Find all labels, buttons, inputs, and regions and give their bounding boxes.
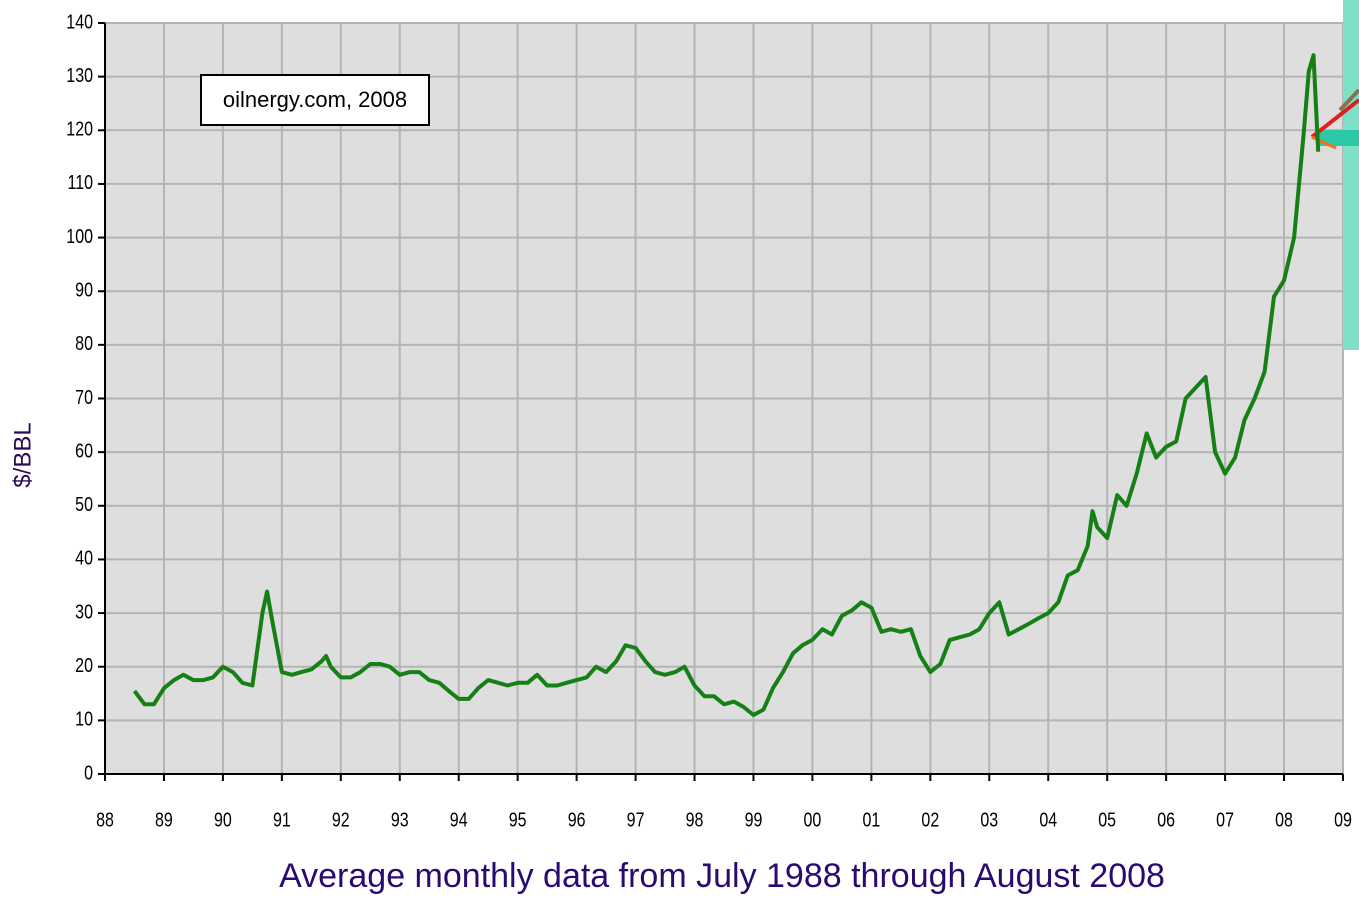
y-tick-label: 60	[75, 440, 93, 462]
y-tick-label: 40	[75, 547, 93, 569]
y-tick-label: 100	[66, 225, 93, 247]
x-tick-label: 98	[686, 809, 704, 831]
x-tick-label: 94	[450, 809, 468, 831]
y-tick-label: 20	[75, 654, 93, 676]
teal-arrow	[1318, 130, 1359, 146]
x-tick-label: 05	[1098, 809, 1116, 831]
x-tick-label: 91	[273, 809, 291, 831]
x-tick-label: 08	[1275, 809, 1293, 831]
x-tick-label: 92	[332, 809, 350, 831]
brown-line	[1338, 88, 1359, 112]
y-tick-label: 130	[66, 64, 93, 86]
x-tick-label: 90	[214, 809, 232, 831]
y-tick-label: 50	[75, 493, 93, 515]
x-tick-label: 01	[862, 809, 880, 831]
grid	[104, 22, 1344, 775]
x-tick-label: 04	[1039, 809, 1057, 831]
red-line	[1310, 98, 1359, 139]
y-tick-label: 10	[75, 708, 93, 730]
x-tick-label: 99	[745, 809, 763, 831]
x-tick-label: 03	[980, 809, 998, 831]
price-line	[132, 53, 1321, 717]
y-axis-label: $/BBL	[9, 422, 36, 487]
x-tick-label: 96	[568, 809, 586, 831]
x-tick-label: 95	[509, 809, 527, 831]
annotation: oilnergy.com, 2008	[223, 87, 407, 112]
x-tick-label: 02	[921, 809, 939, 831]
y-tick-label: 70	[75, 386, 93, 408]
x-tick-label: 07	[1216, 809, 1234, 831]
y-tick-label: 140	[66, 11, 93, 33]
annotation-box	[200, 74, 430, 126]
y-tick-label: 120	[66, 118, 93, 140]
y-tick-label: 30	[75, 601, 93, 623]
y-tick-label: 90	[75, 279, 93, 301]
x-tick-label: 09	[1334, 809, 1352, 831]
decoration	[1310, 0, 1359, 350]
teal-shape	[1343, 0, 1359, 350]
x-tick-label: 00	[804, 809, 822, 831]
x-axis-label: Average monthly data from July 1988 thro…	[279, 857, 1165, 895]
y-tick-label: 110	[67, 172, 93, 194]
y-tick-label: 80	[75, 332, 93, 354]
y-tick-label: 0	[84, 762, 93, 784]
x-tick-label: 89	[155, 809, 173, 831]
x-tick-label: 88	[96, 809, 114, 831]
x-tick-label: 93	[391, 809, 409, 831]
x-tick-label: 06	[1157, 809, 1175, 831]
series	[132, 53, 1321, 717]
x-tick-label: 97	[627, 809, 645, 831]
